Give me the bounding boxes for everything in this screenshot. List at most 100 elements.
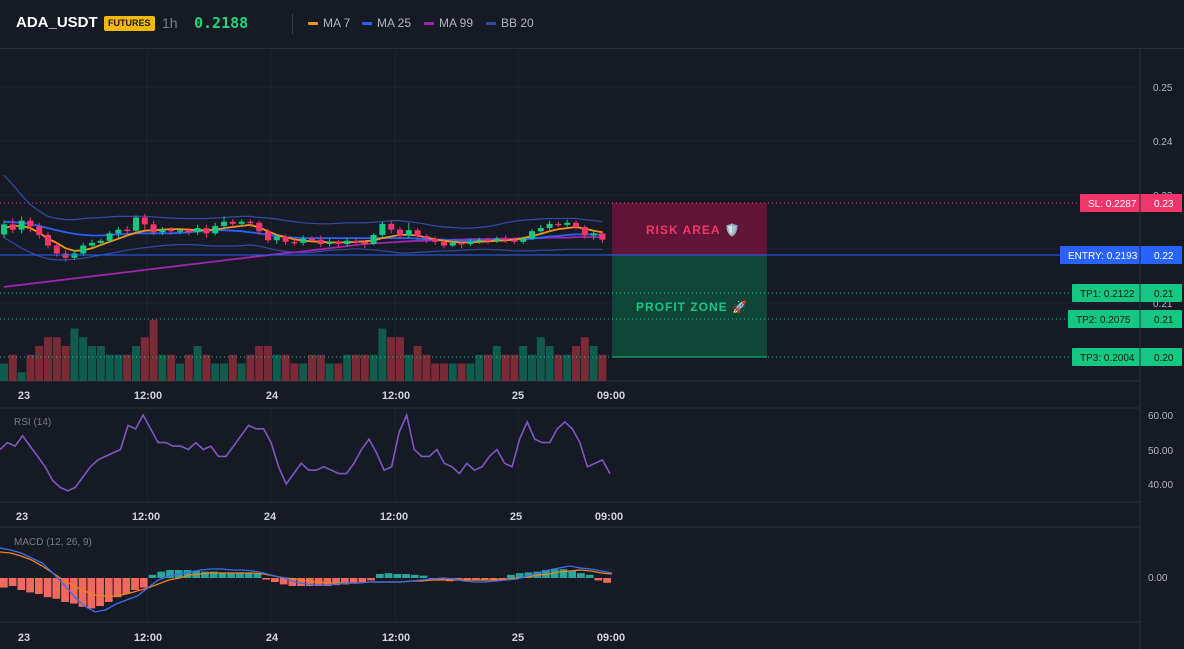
macd-histogram-bar bbox=[603, 578, 611, 583]
bb20-swatch bbox=[486, 22, 496, 26]
ma7-swatch bbox=[308, 22, 318, 26]
macd-histogram-bar bbox=[183, 570, 192, 578]
macd-histogram-bar bbox=[236, 572, 244, 578]
legend-ma25[interactable]: MA 25 bbox=[362, 16, 411, 30]
risk-area-box bbox=[612, 203, 767, 255]
volume-bar bbox=[589, 346, 598, 381]
legend-bb20[interactable]: BB 20 bbox=[486, 16, 534, 30]
candle-body bbox=[238, 221, 245, 224]
volume-bar bbox=[176, 363, 184, 381]
volume-bar bbox=[413, 346, 422, 381]
candle-body bbox=[353, 240, 359, 243]
volume-bar bbox=[17, 372, 26, 381]
macd-histogram-bar bbox=[297, 578, 305, 586]
volume-bar bbox=[545, 346, 554, 381]
macd-histogram-bar bbox=[472, 578, 480, 581]
volume-bars bbox=[0, 319, 607, 381]
candle-body bbox=[379, 223, 386, 235]
macd-histogram-bar bbox=[393, 574, 402, 578]
rsi-tick-label: 50.00 bbox=[1148, 446, 1173, 457]
volume-bar bbox=[26, 354, 35, 381]
candle-body bbox=[203, 228, 210, 234]
legend-ma7[interactable]: MA 7 bbox=[308, 16, 350, 30]
volume-bar bbox=[114, 354, 123, 381]
candle-body bbox=[62, 253, 69, 258]
svg-text:ENTRY: 0.2193: ENTRY: 0.2193 bbox=[1068, 251, 1138, 262]
last-price: 0.2188 bbox=[194, 14, 249, 32]
volume-bar bbox=[52, 337, 61, 381]
macd-histogram-bar bbox=[480, 578, 489, 580]
candle-body bbox=[520, 238, 527, 242]
macd-time-tick: 24 bbox=[266, 632, 279, 644]
volume-bar bbox=[228, 354, 237, 381]
timeframe-label[interactable]: 1h bbox=[162, 15, 178, 31]
volume-bar bbox=[132, 346, 140, 381]
candle-body bbox=[370, 234, 377, 244]
macd-histogram-bar bbox=[288, 578, 297, 586]
candle-body bbox=[511, 239, 518, 242]
candle-body bbox=[317, 239, 324, 244]
volume-bar bbox=[158, 354, 167, 381]
volume-bar bbox=[360, 354, 369, 381]
volume-bar bbox=[140, 337, 149, 381]
candle-body bbox=[300, 238, 307, 243]
candle-body bbox=[141, 217, 148, 225]
rsi-time-tick: 12:00 bbox=[132, 511, 160, 523]
price-tick-label: 0.24 bbox=[1153, 137, 1173, 148]
rsi-tick-label: 60.00 bbox=[1148, 411, 1173, 422]
macd-histogram-bar bbox=[349, 578, 358, 583]
macd-histogram-bar bbox=[166, 570, 174, 578]
candle-body bbox=[168, 229, 175, 232]
macd-histogram-bar bbox=[96, 578, 104, 606]
macd-histogram-bar bbox=[358, 578, 367, 582]
symbol-name[interactable]: ADA_USDT bbox=[16, 14, 98, 31]
volume-bar bbox=[404, 354, 413, 381]
volume-bar bbox=[105, 354, 114, 381]
tp1-tag: TP1: 0.2122 0.21 bbox=[1072, 284, 1182, 302]
rsi-time-tick: 09:00 bbox=[595, 511, 623, 523]
macd-histogram-bar bbox=[559, 569, 568, 578]
volume-bar bbox=[316, 354, 325, 381]
candle-body bbox=[405, 230, 412, 236]
macd-histogram-bar bbox=[61, 578, 69, 602]
tp3-tag: TP3: 0.2004 0.20 bbox=[1072, 348, 1182, 366]
macd-histogram-bar bbox=[34, 578, 43, 594]
candle-body bbox=[441, 241, 447, 246]
candle-body bbox=[212, 225, 219, 234]
volume-bar bbox=[422, 354, 431, 381]
main-grid bbox=[0, 48, 1140, 382]
volume-bar bbox=[563, 354, 572, 381]
macd-histogram-bar bbox=[577, 573, 585, 578]
macd-histogram-bar bbox=[8, 578, 17, 586]
macd-histogram-bar bbox=[209, 571, 218, 578]
volume-bar bbox=[70, 328, 79, 381]
rsi-title: RSI (14) bbox=[14, 417, 51, 428]
candle-body bbox=[309, 238, 315, 241]
candle-body bbox=[449, 242, 456, 246]
svg-text:0.21: 0.21 bbox=[1154, 289, 1174, 300]
legend-ma99[interactable]: MA 99 bbox=[424, 16, 473, 30]
macd-histogram-bar bbox=[201, 571, 209, 578]
volume-bar bbox=[167, 354, 176, 381]
profit-zone-box bbox=[612, 255, 767, 357]
macd-histogram-bar bbox=[52, 578, 61, 599]
candle-body bbox=[273, 236, 280, 241]
macd-histogram-bar bbox=[279, 578, 288, 585]
macd-histogram-bar bbox=[0, 578, 8, 588]
candle-body bbox=[537, 228, 544, 232]
svg-text:0.21: 0.21 bbox=[1154, 315, 1174, 326]
macd-histogram-bar bbox=[384, 573, 393, 578]
candle-body bbox=[581, 227, 588, 236]
candle-body bbox=[599, 233, 606, 240]
time-tick-label: 09:00 bbox=[597, 390, 625, 402]
volume-bar bbox=[484, 354, 492, 381]
volume-bar bbox=[272, 354, 281, 381]
macd-histogram-bar bbox=[367, 578, 375, 581]
volume-bar bbox=[184, 354, 193, 381]
macd-histogram-bar bbox=[402, 574, 410, 578]
macd-line bbox=[0, 547, 613, 613]
risk-area-label: RISK AREA 🛡️ bbox=[646, 223, 740, 237]
volume-bar bbox=[334, 363, 343, 381]
macd-histogram-bar bbox=[515, 573, 524, 578]
